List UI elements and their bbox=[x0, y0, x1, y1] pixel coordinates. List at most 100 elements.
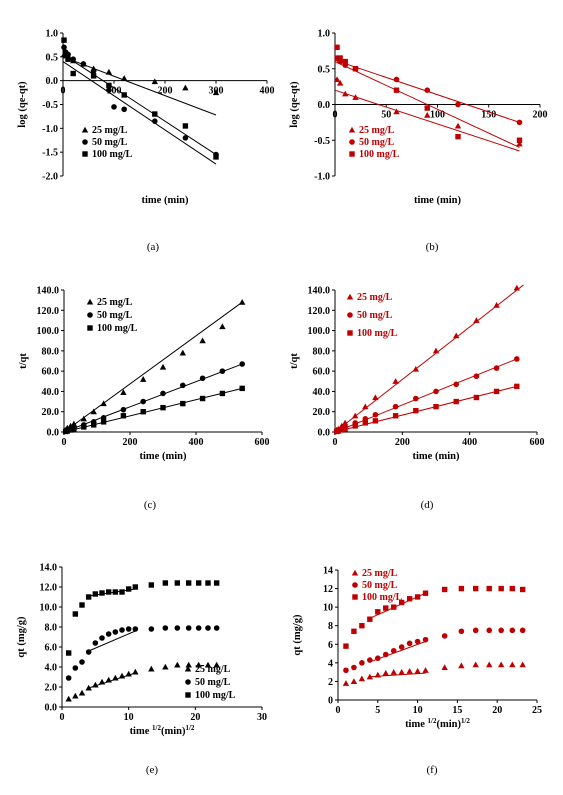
y-tick-label: 20.0 bbox=[313, 407, 331, 418]
data-point-circle bbox=[458, 628, 465, 635]
data-point-triangle bbox=[195, 661, 202, 668]
fit-line-triangle bbox=[63, 301, 243, 433]
data-point-square bbox=[509, 585, 516, 592]
data-point-circle bbox=[219, 368, 226, 374]
data-point-square bbox=[516, 137, 523, 143]
data-point-circle bbox=[121, 106, 127, 113]
data-point-circle bbox=[406, 640, 413, 647]
data-point-circle bbox=[493, 365, 500, 371]
data-point-triangle bbox=[497, 661, 505, 668]
data-point-triangle bbox=[98, 678, 106, 685]
fit-line-square bbox=[63, 387, 243, 433]
data-point-triangle bbox=[121, 75, 128, 81]
data-point-square bbox=[219, 390, 226, 397]
data-point-square bbox=[441, 586, 448, 593]
data-point-square bbox=[85, 594, 92, 600]
y-tick-label: 60.0 bbox=[42, 367, 60, 378]
y-tick-label: 120.0 bbox=[37, 306, 60, 317]
chart-e: 0.0 2.0 4.0 6.0 8.0 10.0 12.0 14.0 0 10 20 30 25 mg/… bbox=[16, 563, 267, 777]
y-tick-label: 0.0 bbox=[318, 100, 331, 111]
data-point-circle bbox=[119, 627, 125, 633]
y-tick-label: 60.0 bbox=[313, 367, 331, 378]
legend-marker-triangle bbox=[351, 569, 359, 576]
data-point-triangle bbox=[78, 689, 86, 696]
data-point-square bbox=[65, 56, 71, 62]
data-point-square bbox=[519, 586, 526, 593]
legend-marker-triangle bbox=[81, 126, 89, 133]
x-axis-label-part: time bbox=[130, 726, 150, 737]
data-point-square bbox=[362, 420, 368, 426]
y-tick-label: -1.0 bbox=[42, 124, 58, 135]
data-point-circle bbox=[72, 665, 79, 671]
fit-line-circle bbox=[334, 358, 517, 433]
data-point-square bbox=[81, 424, 87, 430]
data-point-square bbox=[65, 650, 72, 656]
data-point-circle bbox=[106, 87, 112, 93]
data-point-circle bbox=[112, 629, 119, 635]
fit-line-circle bbox=[63, 363, 243, 433]
y-tick-label: 4.0 bbox=[45, 663, 58, 674]
data-point-square bbox=[105, 589, 112, 595]
legend-marker-square bbox=[185, 692, 191, 698]
data-point-square bbox=[239, 385, 245, 392]
data-point-triangle bbox=[85, 684, 92, 691]
data-point-square bbox=[458, 585, 465, 592]
data-point-triangle bbox=[422, 667, 429, 673]
data-point-square bbox=[493, 388, 500, 395]
data-point-triangle bbox=[65, 695, 72, 702]
panel-caption: (d) bbox=[421, 499, 434, 511]
data-point-square bbox=[335, 428, 342, 434]
legend-label: 25 mg/L bbox=[92, 125, 128, 136]
data-point-triangle bbox=[162, 663, 169, 670]
y-tick-label: -2.0 bbox=[42, 172, 58, 183]
data-point-square bbox=[352, 66, 359, 72]
fit-line-square bbox=[334, 61, 520, 148]
data-point-triangle bbox=[412, 365, 419, 372]
data-point-triangle bbox=[239, 298, 246, 305]
data-point-triangle bbox=[374, 671, 381, 678]
x-tick-label: 15 bbox=[452, 705, 462, 716]
data-point-square bbox=[367, 616, 373, 622]
x-axis-label-part: time bbox=[405, 719, 425, 730]
legend-marker-square bbox=[87, 325, 93, 331]
y-tick-label: 0.5 bbox=[318, 64, 331, 75]
data-point-triangle bbox=[105, 676, 112, 683]
data-point-circle bbox=[351, 664, 357, 671]
y-tick-label: 0 bbox=[328, 696, 333, 707]
data-point-circle bbox=[343, 667, 349, 674]
x-tick-label: 0 bbox=[62, 437, 67, 448]
x-axis-label: time 1/2(min)1/2 bbox=[130, 724, 195, 737]
data-point-circle bbox=[453, 381, 460, 388]
data-point-circle bbox=[152, 118, 158, 124]
y-tick-label: 80.0 bbox=[42, 346, 60, 357]
data-point-triangle bbox=[204, 661, 212, 668]
data-point-square bbox=[70, 70, 76, 77]
legend-label: 25 mg/L bbox=[359, 125, 395, 136]
data-point-triangle bbox=[472, 661, 479, 668]
data-point-square bbox=[106, 82, 112, 89]
data-point-triangle bbox=[392, 378, 399, 384]
legend-label: 100 mg/L bbox=[357, 328, 398, 339]
x-axis-label: time (min) bbox=[414, 195, 461, 206]
data-point-circle bbox=[195, 625, 202, 631]
data-point-square bbox=[195, 580, 202, 586]
data-point-square bbox=[121, 92, 127, 98]
x-axis-label-part: 1/2 bbox=[152, 724, 161, 732]
x-tick-label: 20 bbox=[492, 705, 502, 716]
legend-label: 50 mg/L bbox=[195, 677, 231, 688]
data-point-triangle bbox=[341, 419, 349, 426]
data-point-triangle bbox=[132, 668, 139, 675]
data-point-circle bbox=[375, 655, 381, 662]
x-tick-label: 0 bbox=[61, 86, 66, 97]
data-point-triangle bbox=[159, 363, 167, 370]
data-point-square bbox=[99, 590, 105, 596]
data-point-square bbox=[342, 58, 348, 65]
panel-caption: (e) bbox=[146, 764, 159, 776]
y-tick-label: 6 bbox=[328, 640, 333, 651]
y-tick-label: 14 bbox=[323, 566, 333, 577]
data-point-square bbox=[92, 591, 99, 597]
x-tick-label: 5 bbox=[375, 705, 380, 716]
fit-line-circle bbox=[88, 630, 136, 652]
x-tick-label: 0 bbox=[333, 110, 338, 121]
data-point-square bbox=[120, 413, 127, 419]
